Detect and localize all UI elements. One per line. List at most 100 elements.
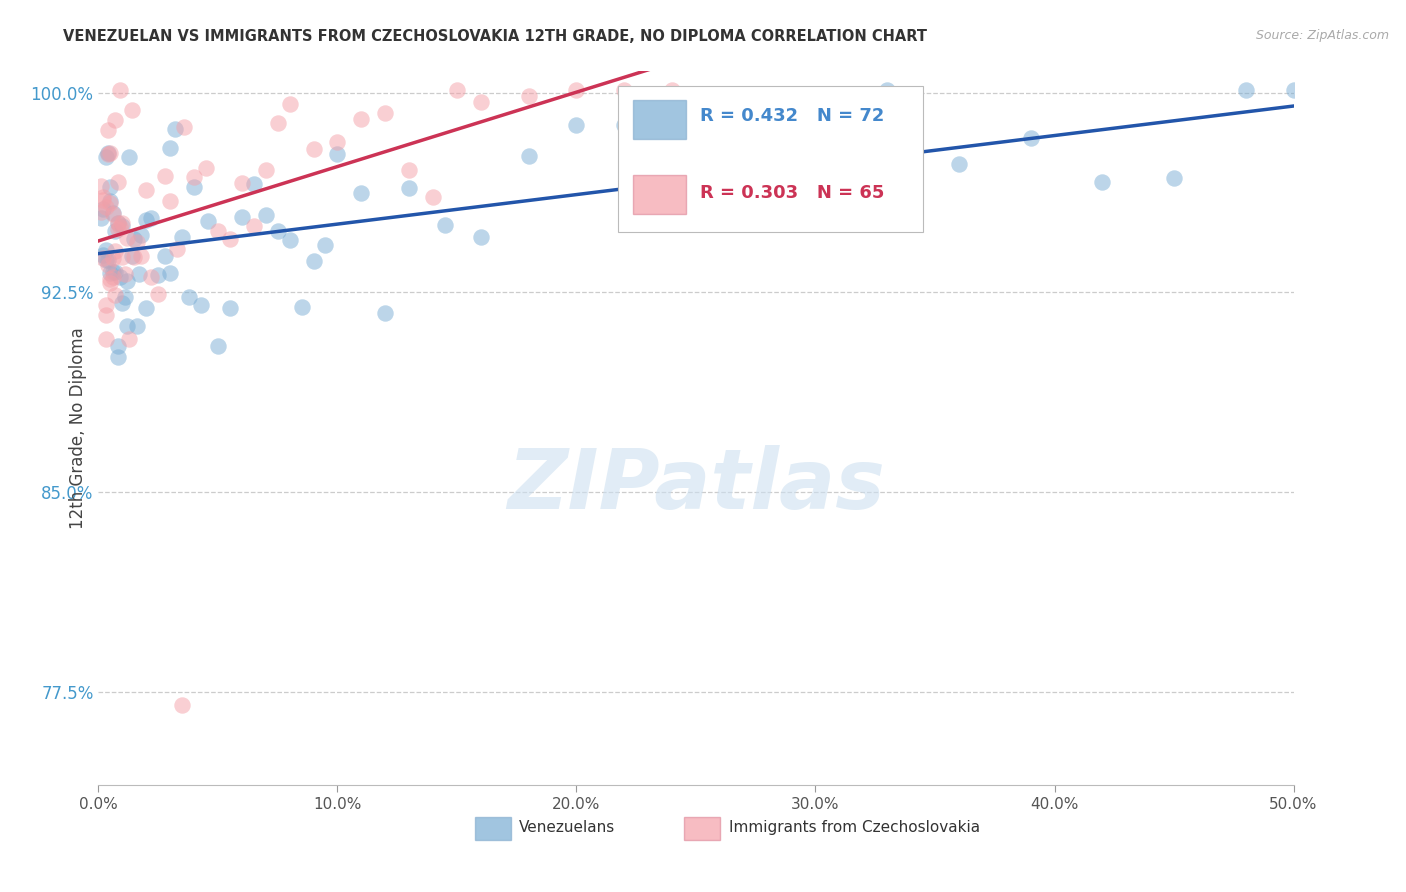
Point bbox=[613, 118, 636, 132]
Point bbox=[101, 206, 124, 220]
Point bbox=[108, 219, 131, 234]
Point bbox=[131, 227, 153, 242]
Point bbox=[97, 258, 120, 272]
Point bbox=[159, 194, 181, 208]
Point bbox=[148, 268, 170, 282]
Point bbox=[104, 244, 127, 259]
Point bbox=[125, 235, 148, 249]
Point bbox=[94, 150, 117, 164]
Point bbox=[131, 248, 153, 262]
Point bbox=[326, 135, 349, 149]
Point bbox=[243, 177, 266, 191]
Point bbox=[756, 171, 779, 186]
Point bbox=[115, 274, 138, 288]
Point bbox=[139, 211, 162, 226]
Point bbox=[565, 83, 588, 97]
Point bbox=[148, 287, 170, 301]
Point bbox=[166, 242, 188, 256]
Point bbox=[159, 266, 181, 280]
Point bbox=[1234, 83, 1257, 97]
Point bbox=[155, 248, 177, 262]
Point bbox=[183, 179, 205, 194]
Point bbox=[98, 145, 122, 160]
Text: Immigrants from Czechoslovakia: Immigrants from Czechoslovakia bbox=[730, 821, 980, 835]
FancyBboxPatch shape bbox=[619, 86, 922, 232]
Point bbox=[374, 306, 396, 320]
Point bbox=[685, 212, 707, 227]
Point bbox=[121, 103, 143, 117]
Point bbox=[94, 332, 117, 346]
Point bbox=[98, 194, 122, 208]
Point bbox=[173, 120, 195, 134]
Point bbox=[398, 163, 420, 178]
Point bbox=[517, 149, 540, 163]
Point bbox=[124, 231, 146, 245]
Point bbox=[104, 224, 127, 238]
Point bbox=[97, 252, 120, 267]
Point bbox=[135, 212, 157, 227]
Point bbox=[565, 118, 588, 132]
Point bbox=[108, 83, 131, 97]
Point bbox=[470, 95, 492, 110]
Point bbox=[98, 196, 122, 211]
Point bbox=[326, 147, 349, 161]
Point bbox=[118, 150, 141, 164]
Point bbox=[422, 189, 444, 203]
Point bbox=[107, 339, 129, 353]
Point bbox=[1282, 83, 1305, 97]
Point bbox=[190, 298, 212, 312]
Point bbox=[111, 216, 134, 230]
Point bbox=[91, 193, 114, 207]
Point bbox=[350, 186, 373, 200]
Point bbox=[98, 276, 122, 290]
Text: ZIPatlas: ZIPatlas bbox=[508, 445, 884, 525]
Point bbox=[434, 218, 457, 232]
Point bbox=[470, 230, 492, 244]
Point bbox=[98, 266, 122, 280]
Point bbox=[876, 83, 898, 97]
Text: R = 0.303   N = 65: R = 0.303 N = 65 bbox=[700, 184, 884, 202]
Point bbox=[374, 105, 396, 120]
Bar bbox=[685, 817, 720, 840]
Text: Venezuelans: Venezuelans bbox=[519, 821, 616, 835]
Point bbox=[107, 216, 129, 230]
Point bbox=[111, 219, 134, 233]
Point bbox=[97, 147, 120, 161]
Point bbox=[207, 339, 229, 353]
Point bbox=[107, 216, 129, 230]
Point bbox=[163, 121, 186, 136]
Bar bbox=[633, 100, 686, 139]
Point bbox=[661, 83, 683, 97]
Point bbox=[1091, 175, 1114, 189]
Point bbox=[195, 161, 218, 175]
Point bbox=[1019, 130, 1042, 145]
Point bbox=[97, 123, 120, 137]
Point bbox=[350, 112, 373, 127]
Point bbox=[278, 233, 301, 247]
Point bbox=[804, 128, 827, 142]
Point bbox=[446, 83, 468, 97]
Point bbox=[91, 189, 114, 203]
Point bbox=[948, 157, 970, 171]
Point bbox=[107, 350, 129, 364]
Point bbox=[128, 267, 150, 281]
Point bbox=[101, 251, 124, 265]
Point bbox=[254, 163, 277, 178]
Point bbox=[179, 290, 201, 304]
Point bbox=[94, 298, 117, 312]
Point bbox=[121, 249, 143, 263]
Point bbox=[104, 112, 127, 127]
Point bbox=[231, 176, 253, 190]
Point bbox=[135, 301, 157, 316]
Point bbox=[219, 301, 242, 315]
Point bbox=[197, 213, 219, 227]
Point bbox=[107, 222, 129, 236]
Point bbox=[172, 698, 194, 712]
Point bbox=[98, 272, 122, 286]
Text: Source: ZipAtlas.com: Source: ZipAtlas.com bbox=[1256, 29, 1389, 42]
Point bbox=[139, 269, 162, 284]
Point bbox=[183, 169, 205, 184]
Point bbox=[98, 179, 122, 194]
Bar bbox=[475, 817, 510, 840]
Point bbox=[124, 250, 146, 264]
